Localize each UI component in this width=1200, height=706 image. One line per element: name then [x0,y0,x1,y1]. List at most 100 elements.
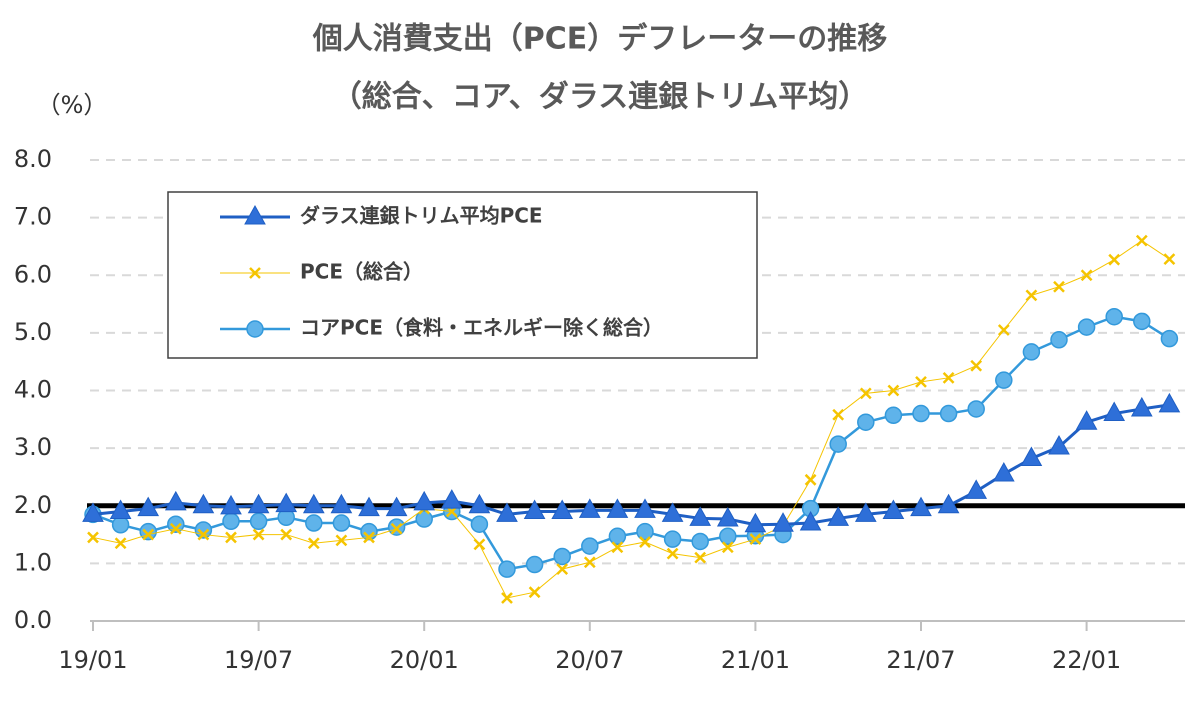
marker [636,522,654,541]
marker [440,489,463,509]
marker [992,462,1015,482]
marker [832,408,845,421]
marker [244,204,266,225]
marker [827,506,850,526]
marker [553,547,571,566]
marker [473,538,486,551]
marker [332,514,351,532]
marker [854,502,877,522]
marker [1105,307,1123,326]
marker [1158,392,1181,413]
x-tick-label: 21/01 [721,646,790,674]
y-tick-label: 2.0 [14,491,52,519]
marker [249,267,261,279]
marker [666,547,679,560]
marker [639,536,651,548]
marker [498,560,516,578]
marker [859,387,872,400]
marker [583,556,596,569]
y-tick-label: 5.0 [14,318,52,346]
marker [551,499,574,520]
marker [167,515,185,533]
marker [82,502,104,522]
marker [220,494,242,515]
marker [1103,401,1126,422]
series-line [92,315,1171,571]
marker [799,511,822,531]
marker [689,506,712,526]
marker [109,499,132,520]
marker [1053,280,1065,293]
y-tick-label: 0.0 [14,606,52,634]
x-tick-label: 20/01 [390,646,459,674]
y-tick-label: 3.0 [14,433,52,461]
marker [721,541,734,554]
marker [525,555,544,574]
marker [1163,253,1176,265]
marker [222,512,240,531]
marker [528,586,541,599]
marker [415,510,433,528]
marker [967,400,985,418]
marker [939,404,958,423]
x-tick-label: 20/07 [555,646,624,674]
legend-box [167,191,758,359]
marker [1022,343,1041,361]
marker [965,479,988,499]
marker [749,533,762,546]
marker [661,502,684,522]
marker [468,493,491,514]
marker [581,537,599,555]
marker [915,375,927,388]
marker [887,384,900,397]
marker [1020,446,1043,466]
legend: ダラス連銀トリム平均PCE PCE（総合） コアPCE（食料・エネルギー除く総合） [167,191,758,359]
marker [142,528,155,541]
marker [1080,269,1093,282]
marker [87,531,99,544]
marker [611,541,624,554]
marker [330,493,353,514]
y-tick-label: 8.0 [14,145,52,173]
y-tick-label: 7.0 [14,203,52,231]
marker [249,512,268,531]
marker [169,522,182,535]
marker [164,490,187,511]
marker [252,528,265,541]
y-axis-label: （%） [37,91,108,119]
marker [413,490,436,511]
marker [192,493,215,514]
legend-label: ダラス連銀トリム平均PCE [300,204,543,228]
marker [882,499,905,520]
marker [470,515,489,533]
y-tick-label: 4.0 [14,376,52,404]
marker [246,320,264,338]
marker [501,592,513,604]
marker [305,514,323,532]
marker [634,498,656,518]
marker [942,371,955,384]
marker [307,537,320,550]
marker [1077,318,1096,336]
marker [1108,253,1121,266]
marker [335,534,348,547]
marker [804,473,817,486]
x-tick-label: 19/01 [58,646,127,674]
x-tick-label: 21/07 [886,646,955,674]
marker [694,551,707,564]
marker [390,522,403,535]
legend-label: コアPCE（食料・エネルギー除く総合） [300,316,663,340]
series-line [92,403,1170,527]
x-tick-label: 22/01 [1052,646,1121,674]
marker [716,506,739,527]
marker [937,493,960,514]
marker [114,537,127,550]
marker [1025,289,1038,302]
marker [719,527,737,546]
marker [1135,234,1148,247]
marker [275,492,298,513]
marker [363,531,375,544]
marker [663,530,682,548]
y-tick-label: 6.0 [14,260,52,288]
marker [385,496,408,517]
